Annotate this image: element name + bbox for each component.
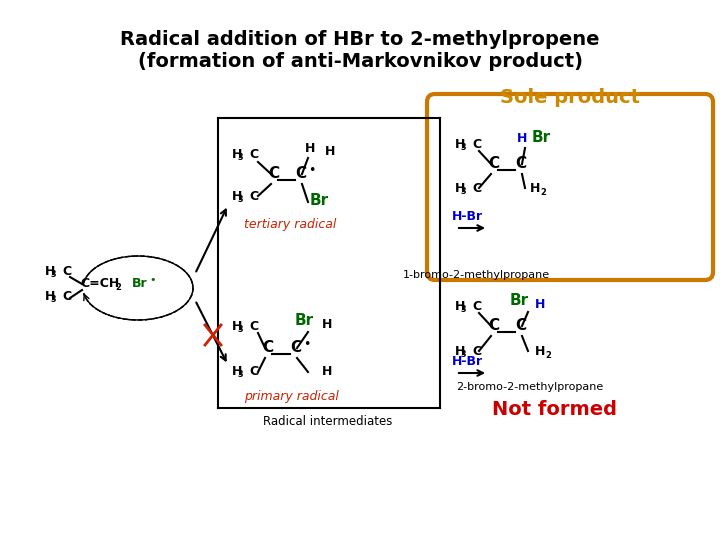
Text: C: C: [262, 340, 273, 355]
Text: 2: 2: [540, 188, 546, 197]
Text: Radical intermediates: Radical intermediates: [264, 415, 392, 428]
Text: 3: 3: [460, 187, 466, 196]
Text: C: C: [249, 148, 258, 161]
Text: H: H: [455, 182, 465, 195]
Text: 2: 2: [115, 283, 121, 292]
Text: •: •: [149, 275, 156, 285]
Text: 3: 3: [50, 295, 56, 304]
Text: Br: Br: [132, 277, 148, 290]
Text: 3: 3: [238, 370, 243, 379]
Text: H: H: [232, 148, 243, 161]
Text: H-Br: H-Br: [452, 210, 483, 223]
Text: C: C: [268, 166, 279, 181]
Text: C: C: [515, 318, 526, 333]
Text: H: H: [535, 345, 545, 358]
Text: Radical addition of HBr to 2-methylpropene: Radical addition of HBr to 2-methylprope…: [120, 30, 600, 49]
Text: H: H: [325, 145, 336, 158]
Text: 3: 3: [238, 195, 243, 204]
Text: C: C: [488, 156, 499, 171]
Text: C: C: [472, 345, 481, 358]
Text: H: H: [232, 365, 243, 378]
Text: H: H: [530, 182, 541, 195]
Text: C: C: [62, 290, 71, 303]
Text: 3: 3: [238, 153, 243, 162]
Text: C: C: [515, 156, 526, 171]
Text: 2: 2: [545, 351, 551, 360]
Text: 3: 3: [460, 143, 466, 152]
Text: C: C: [249, 190, 258, 203]
Text: C: C: [62, 265, 71, 278]
Text: C: C: [472, 182, 481, 195]
Text: H: H: [45, 290, 55, 303]
Text: H: H: [322, 318, 333, 331]
Text: C: C: [249, 365, 258, 378]
FancyBboxPatch shape: [427, 94, 713, 280]
Text: H: H: [305, 142, 315, 155]
Text: C: C: [472, 300, 481, 313]
Text: C=CH: C=CH: [80, 277, 120, 290]
Text: 1-bromo-2-methylpropane: 1-bromo-2-methylpropane: [403, 270, 550, 280]
Text: Br: Br: [310, 193, 329, 208]
Text: H: H: [232, 190, 243, 203]
Text: C: C: [249, 320, 258, 333]
Text: 3: 3: [50, 270, 56, 279]
Text: Sole product: Sole product: [500, 88, 640, 107]
Text: Not formed: Not formed: [492, 400, 618, 419]
Text: H: H: [455, 138, 465, 151]
Text: 3: 3: [238, 325, 243, 334]
Text: H: H: [455, 345, 465, 358]
Text: C: C: [472, 138, 481, 151]
Text: tertiary radical: tertiary radical: [244, 218, 336, 231]
Text: C: C: [290, 340, 301, 355]
Text: C: C: [295, 166, 306, 181]
Text: 2-bromo-2-methylpropane: 2-bromo-2-methylpropane: [456, 382, 603, 392]
Text: H: H: [45, 265, 55, 278]
Text: 3: 3: [460, 305, 466, 314]
Text: •: •: [308, 164, 315, 177]
Text: H: H: [535, 298, 545, 311]
Text: 3: 3: [460, 350, 466, 359]
Text: Br: Br: [295, 313, 314, 328]
Text: C: C: [488, 318, 499, 333]
Text: primary radical: primary radical: [244, 390, 339, 403]
Text: H: H: [517, 132, 527, 145]
Text: H-Br: H-Br: [452, 355, 483, 368]
Text: H: H: [232, 320, 243, 333]
Text: Br: Br: [532, 130, 551, 145]
Text: •: •: [303, 338, 310, 351]
Text: (formation of anti-Markovnikov product): (formation of anti-Markovnikov product): [138, 52, 582, 71]
Text: H: H: [322, 365, 333, 378]
Text: H: H: [455, 300, 465, 313]
Text: Br: Br: [510, 293, 529, 308]
